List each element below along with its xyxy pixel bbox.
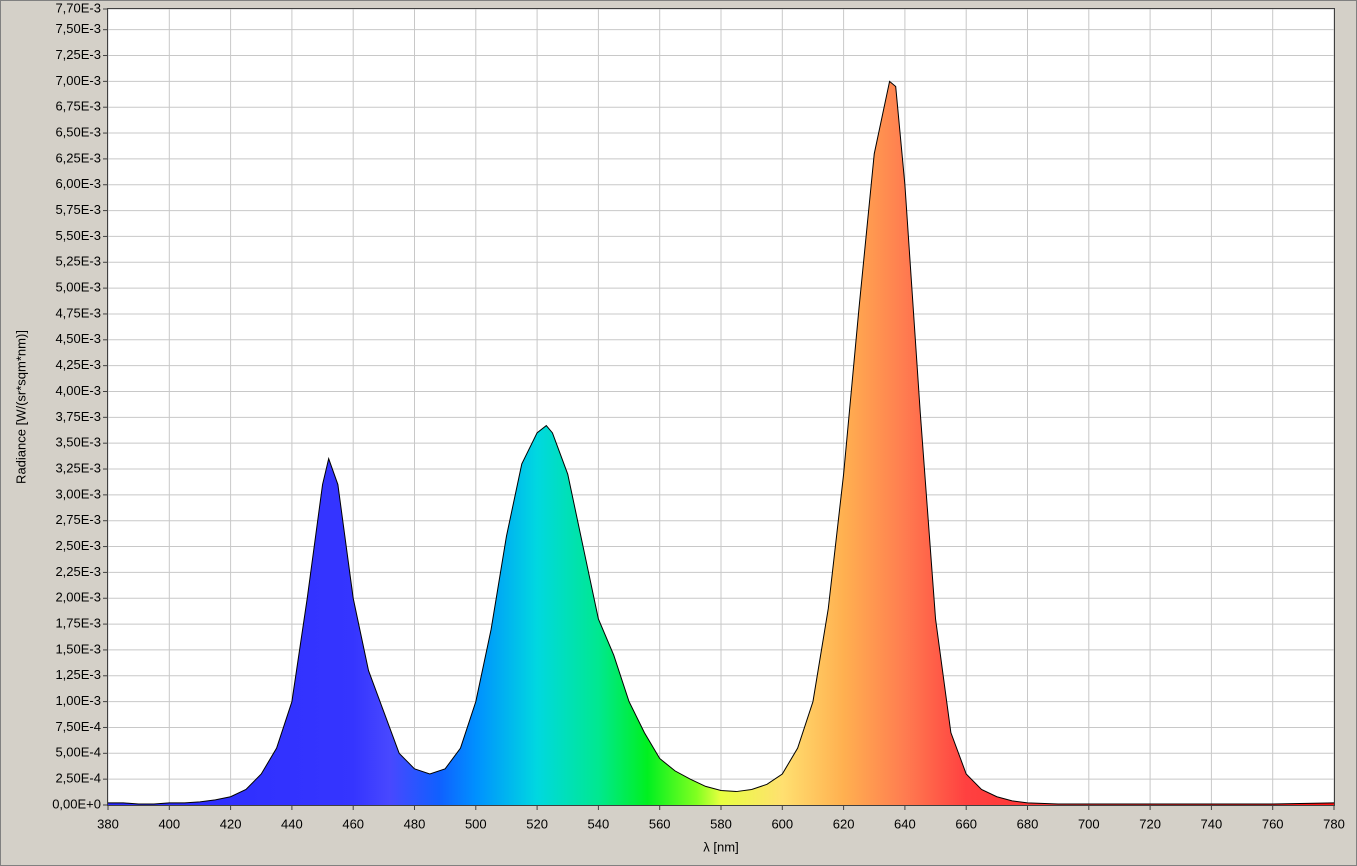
y-tick-label: 1,75E-3 xyxy=(55,616,101,631)
y-tick-label: 5,50E-3 xyxy=(55,228,101,243)
x-tick-label: 440 xyxy=(281,816,303,831)
y-tick-label: 3,00E-3 xyxy=(55,486,101,501)
x-tick-label: 680 xyxy=(1017,816,1039,831)
y-tick-label: 1,25E-3 xyxy=(55,667,101,682)
spectrum-line xyxy=(108,80,1335,805)
y-tick-label: 1,50E-3 xyxy=(55,641,101,656)
y-tick-label: 6,50E-3 xyxy=(55,124,101,139)
x-axis-title: λ [nm] xyxy=(703,839,738,854)
x-tick-label: 600 xyxy=(771,816,793,831)
x-tick-label: 560 xyxy=(649,816,671,831)
y-tick-label: 7,70E-3 xyxy=(55,0,101,15)
x-tick-label: 460 xyxy=(342,816,364,831)
x-tick-label: 520 xyxy=(526,816,548,831)
grid xyxy=(107,8,1335,806)
x-tick-label: 720 xyxy=(1139,816,1161,831)
y-tick-label: 5,00E-3 xyxy=(55,280,101,295)
x-tick-label: 760 xyxy=(1262,816,1284,831)
y-tick-label: 4,50E-3 xyxy=(55,331,101,346)
y-tick-label: 3,75E-3 xyxy=(55,409,101,424)
y-tick-label: 1,00E-3 xyxy=(55,693,101,708)
labels: 0,00E+0 2,50E-4 5,00E-4 7,50E-4 1,00E-3 1,25E… xyxy=(52,0,1345,831)
y-tick-label: 2,75E-3 xyxy=(55,512,101,527)
x-tick-label: 580 xyxy=(710,816,732,831)
y-tick-label: 2,50E-3 xyxy=(55,538,101,553)
y-tick-label: 4,00E-3 xyxy=(55,383,101,398)
y-tick-label: 5,25E-3 xyxy=(55,254,101,269)
y-tick-label: 6,00E-3 xyxy=(55,176,101,191)
x-tick-label: 540 xyxy=(588,816,610,831)
y-tick-label: 5,75E-3 xyxy=(55,202,101,217)
y-tick-label: 7,50E-3 xyxy=(55,21,101,36)
y-tick-label: 2,00E-3 xyxy=(55,590,101,605)
y-tick-label: 6,25E-3 xyxy=(55,150,101,165)
x-tick-label: 640 xyxy=(894,816,916,831)
x-tick-label: 700 xyxy=(1078,816,1100,831)
y-tick-label: 5,00E-4 xyxy=(55,745,101,760)
x-tick-label: 400 xyxy=(158,816,180,831)
x-tick-label: 620 xyxy=(833,816,855,831)
x-tick-label: 660 xyxy=(955,816,977,831)
y-tick-label: 4,25E-3 xyxy=(55,357,101,372)
x-tick-label: 420 xyxy=(220,816,242,831)
y-tick-label: 7,50E-4 xyxy=(55,719,101,734)
y-tick-label: 7,00E-3 xyxy=(55,73,101,88)
x-tick-label: 500 xyxy=(465,816,487,831)
y-axis-title: Radiance [W/(sr*sqm*nm)] xyxy=(13,330,28,484)
y-tick-label: 6,75E-3 xyxy=(55,99,101,114)
y-tick-label: 2,50E-4 xyxy=(55,771,101,786)
x-tick-label: 780 xyxy=(1323,816,1345,831)
y-tick-label: 0,00E+0 xyxy=(52,796,101,811)
x-tick-label: 380 xyxy=(97,816,119,831)
x-tick-label: 480 xyxy=(404,816,426,831)
y-tick-label: 4,75E-3 xyxy=(55,305,101,320)
x-tick-label: 740 xyxy=(1201,816,1223,831)
marks xyxy=(108,80,1335,806)
y-tick-label: 3,25E-3 xyxy=(55,460,101,475)
y-tick-label: 2,25E-3 xyxy=(55,564,101,579)
y-tick-label: 3,50E-3 xyxy=(55,435,101,450)
y-tick-label: 7,25E-3 xyxy=(55,47,101,62)
